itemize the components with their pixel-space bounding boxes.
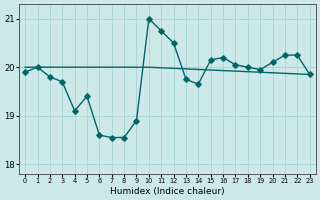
X-axis label: Humidex (Indice chaleur): Humidex (Indice chaleur) [110, 187, 225, 196]
